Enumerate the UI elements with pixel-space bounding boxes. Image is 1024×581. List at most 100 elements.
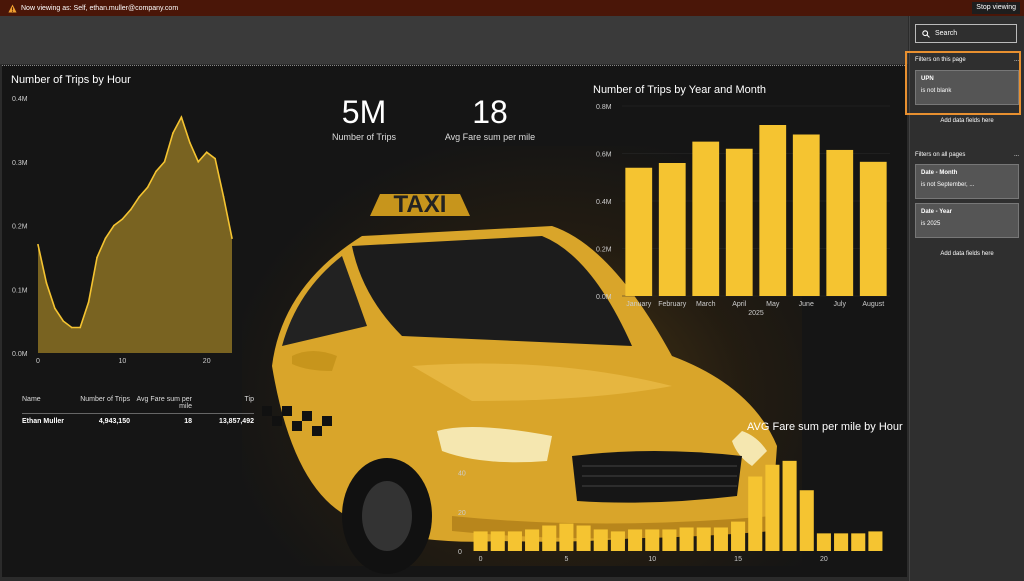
bar	[792, 134, 820, 296]
filter-card-upn[interactable]: UPN is not blank	[915, 70, 1019, 105]
data-point	[96, 256, 98, 259]
y-tick-label: 0.1M	[12, 287, 28, 294]
col-header-tip[interactable]: Tip	[244, 396, 254, 403]
filter-value: is not blank	[921, 88, 952, 94]
y-tick-label: 0.3M	[12, 160, 28, 167]
y-tick-label: 20	[458, 510, 466, 517]
impersonation-bar: Now viewing as: Self, ethan.muller@compa…	[0, 0, 1024, 16]
add-data-fields-page[interactable]: Add data fields here	[940, 118, 994, 124]
data-point	[222, 196, 225, 198]
cell-tip: 13,857,492	[218, 418, 254, 425]
bar	[731, 521, 746, 551]
bar	[658, 163, 686, 296]
x-tick-label: 0	[479, 556, 483, 563]
warning-icon	[8, 3, 17, 13]
fare-by-hour-title: AVG Fare sum per mile by Hour	[747, 421, 903, 433]
data-point	[129, 208, 132, 211]
filters-this-page-title: Filters on this page	[915, 57, 966, 63]
taxi-car-image: TAXI	[262, 191, 777, 574]
trips-by-month-chart: 0.0M 0.2M 0.4M 0.6M 0.8M January February March…	[596, 104, 890, 317]
y-tick-label: 40	[458, 471, 466, 478]
y-tick-label: 0.2M	[596, 247, 612, 254]
bar	[507, 531, 522, 551]
data-point	[189, 141, 191, 144]
data-point	[87, 301, 90, 303]
cell-name: Ethan Muller	[22, 418, 65, 425]
y-tick-label: 0.0M	[596, 294, 612, 301]
bar	[759, 125, 787, 296]
trips-by-month-title: Number of Trips by Year and Month	[593, 84, 767, 96]
bar	[826, 149, 854, 296]
bar	[473, 531, 488, 551]
search-label: Search	[935, 30, 958, 37]
viewing-as-text: Now viewing as: Self, ethan.muller@compa…	[21, 4, 179, 12]
bar	[868, 531, 883, 551]
data-point	[54, 307, 56, 310]
data-point	[231, 237, 233, 240]
x-tick-label: August	[862, 301, 884, 308]
x-tick-label: May	[766, 301, 780, 308]
bar	[834, 533, 849, 551]
y-tick-label: 0	[458, 549, 462, 556]
data-point	[180, 116, 183, 118]
summary-table: Name Number of Trips Avg Fare sum per mi…	[22, 396, 254, 425]
bar	[679, 527, 694, 551]
kpi-trips-value: 5M	[341, 94, 387, 130]
y-tick-label: 0.8M	[596, 104, 612, 111]
bar	[713, 527, 728, 551]
filter-name: UPN	[921, 76, 934, 82]
kpi-trips-label: Number of Trips	[331, 132, 397, 142]
table-header: Name Number of Trips Avg Fare sum per mi…	[22, 396, 254, 414]
data-point	[138, 196, 141, 198]
bar	[692, 141, 720, 296]
x-tick-label: 0	[36, 358, 40, 365]
area-line	[37, 115, 233, 329]
col-header-trips[interactable]: Number of Trips	[80, 396, 130, 403]
filter-name: Date - Year	[921, 209, 952, 215]
filter-search-input[interactable]: Search	[915, 24, 1017, 43]
x-tick-label: 20	[820, 556, 828, 563]
fare-by-hour-chart: 0 20 40 0 5 10 15 20	[458, 460, 883, 563]
filters-this-page-header: Filters on this page ...	[915, 57, 1019, 63]
col-header-name[interactable]: Name	[22, 396, 41, 403]
x-tick-label: July	[834, 301, 847, 308]
table-row[interactable]: Ethan Muller 4,943,150 18 13,857,492	[22, 414, 254, 425]
x-tick-label: March	[696, 301, 716, 308]
toolbar-band	[0, 16, 908, 64]
data-point	[79, 326, 81, 329]
x-axis-label: 2025	[748, 310, 764, 317]
bar	[782, 460, 797, 551]
filters-all-pages-header: Filters on all pages ...	[915, 152, 1019, 158]
filter-card-month[interactable]: Date - Month is not September, ...	[915, 164, 1019, 199]
bar	[525, 529, 540, 551]
highlight-outline	[905, 51, 1021, 115]
data-point	[113, 224, 115, 227]
y-tick-label: 0.4M	[12, 96, 28, 103]
filter-name: Date - Month	[921, 170, 958, 176]
x-tick-label: 5	[564, 556, 568, 563]
bar	[851, 533, 866, 551]
add-data-fields-all[interactable]: Add data fields here	[940, 251, 994, 257]
data-point	[37, 243, 39, 246]
data-point	[172, 132, 174, 134]
ellipsis-icon[interactable]: ...	[1013, 152, 1019, 158]
ellipsis-icon[interactable]: ...	[1013, 57, 1019, 63]
stop-viewing-button[interactable]: Stop viewing	[972, 2, 1020, 14]
trips-by-hour-chart: 0.0M 0.1M 0.2M 0.3M 0.4M 0 10 20	[12, 96, 233, 365]
report-canvas: TAXI Number of Trips by Hour	[2, 65, 907, 577]
filter-card-year[interactable]: Date - Year is 2025	[915, 203, 1019, 238]
filter-value: is 2025	[921, 221, 941, 227]
data-point	[163, 160, 166, 163]
bar	[593, 529, 608, 551]
x-tick-label: 15	[734, 556, 742, 563]
bar	[610, 531, 625, 551]
filters-all-pages-title: Filters on all pages	[915, 152, 966, 158]
cell-fare: 18	[184, 418, 192, 425]
bar	[859, 161, 887, 296]
x-tick-label: 10	[648, 556, 656, 563]
x-tick-label: February	[658, 301, 687, 308]
y-tick-label: 0.0M	[12, 351, 28, 358]
y-tick-label: 0.6M	[596, 152, 612, 159]
bar	[625, 167, 653, 296]
col-header-fare[interactable]: Avg Fare sum per mile	[136, 396, 192, 410]
